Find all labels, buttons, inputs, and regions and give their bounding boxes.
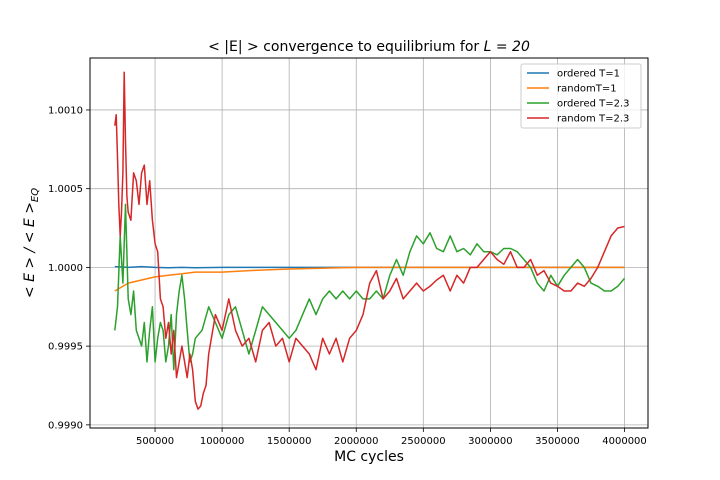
y-axis-label-main: < E > / < E > — [22, 202, 38, 298]
x-axis-label: MC cycles — [334, 449, 404, 465]
x-tick-label: 2000000 — [334, 436, 379, 447]
x-tick-label: 500000 — [136, 436, 174, 447]
x-axis-ticks: 500000 1000000 1500000 2000000 2500000 300000… — [136, 428, 647, 447]
x-tick-label: 2500000 — [401, 436, 446, 447]
legend-label: ordered T=1 — [557, 69, 620, 80]
plot-frame — [89, 57, 649, 429]
x-tick-label: 4000000 — [602, 436, 647, 447]
y-axis-label-sub: EQ — [30, 188, 41, 202]
chart-title-suffix: convergence to equilibrium for — [263, 39, 483, 55]
legend-label: ordered T=2.3 — [557, 99, 630, 110]
y-tick-label: 0.9990 — [48, 420, 83, 431]
legend-label: random T=2.3 — [557, 114, 629, 125]
y-axis-ticks: 0.9990 0.9995 1.0000 1.0005 1.0010 — [48, 105, 90, 431]
series-layer — [114, 71, 626, 410]
legend-box — [520, 63, 642, 129]
x-tick-label: 3500000 — [535, 436, 580, 447]
y-tick-label: 1.0005 — [48, 184, 83, 195]
y-axis-label: < E > / < E >EQ — [22, 188, 41, 298]
chart-title-math: L = 20 — [484, 39, 530, 55]
x-tick-label: 3000000 — [468, 436, 513, 447]
series-line-3 — [114, 71, 625, 410]
legend: ordered T=1 randomT=1 ordered T=2.3 random … — [520, 63, 642, 129]
series-line-2 — [114, 203, 626, 371]
chart-title: < |E| > convergence to equilibrium for L… — [208, 39, 530, 55]
chart-title-prefix: < |E| > — [208, 39, 263, 55]
y-tick-label: 1.0000 — [48, 263, 83, 274]
legend-label: randomT=1 — [557, 84, 617, 95]
x-tick-label: 1000000 — [200, 436, 245, 447]
y-tick-label: 1.0010 — [48, 105, 83, 116]
y-tick-label: 0.9995 — [48, 342, 83, 353]
series-line-1 — [114, 266, 625, 292]
x-tick-label: 1500000 — [267, 436, 312, 447]
